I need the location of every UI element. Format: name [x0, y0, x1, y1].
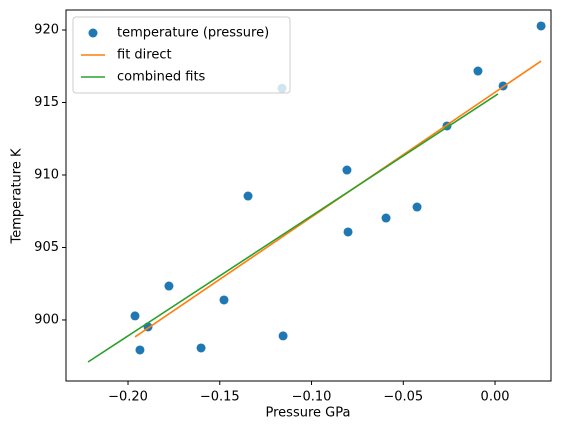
x-axis-label: Pressure GPa — [266, 406, 351, 421]
legend-label: temperature (pressure) — [117, 26, 269, 41]
y-tick-label: 900 — [34, 312, 59, 327]
y-tick-label: 915 — [34, 95, 59, 110]
y-tick-label: 910 — [34, 167, 59, 182]
scatter-point — [536, 21, 546, 31]
scatter-point — [381, 213, 391, 223]
legend-marker — [88, 28, 98, 38]
scatter-point — [243, 191, 253, 201]
x-tick-label: −0.20 — [108, 390, 148, 405]
scatter-point — [278, 331, 288, 341]
legend-box — [72, 16, 291, 94]
scatter-point — [130, 311, 140, 321]
scatter-point — [343, 227, 353, 237]
scatter-point — [196, 343, 206, 353]
x-tick-label: 0.00 — [481, 390, 510, 405]
x-tick-label: −0.15 — [200, 390, 240, 405]
legend-label: combined fits — [117, 70, 206, 85]
scatter-point — [135, 345, 145, 355]
y-tick-label: 905 — [34, 240, 59, 255]
scatter-point — [342, 165, 352, 175]
scatter-point — [164, 281, 174, 291]
x-tick-label: −0.05 — [383, 390, 423, 405]
scatter-point — [473, 66, 483, 76]
y-axis-label: Temperature K — [10, 148, 25, 244]
y-tick-label: 920 — [34, 23, 59, 38]
legend-label: fit direct — [117, 48, 172, 63]
scatter-point — [412, 202, 422, 212]
x-tick-label: −0.10 — [292, 390, 332, 405]
fit-line — [87, 93, 499, 363]
scatter-point — [219, 295, 229, 305]
plot-frame — [65, 9, 552, 382]
